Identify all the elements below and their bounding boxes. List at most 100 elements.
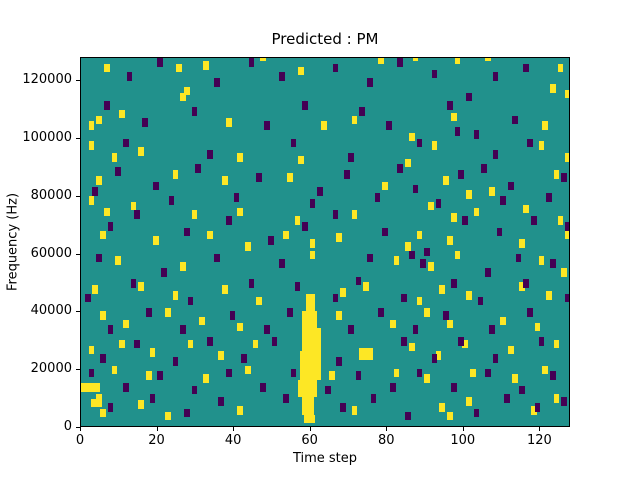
heatmap-cell-low xyxy=(195,164,202,173)
heatmap-cell-low xyxy=(107,325,114,334)
heatmap-cell-low xyxy=(386,121,392,130)
heatmap-cell-high xyxy=(523,204,529,214)
heatmap-cell-high xyxy=(473,207,480,217)
heatmap-cell-high xyxy=(382,181,388,191)
heatmap-cell-high xyxy=(96,175,102,185)
heatmap-cell-high xyxy=(542,365,549,375)
heatmap-cell-low xyxy=(107,403,114,412)
heatmap-cell-high xyxy=(180,262,186,271)
heatmap-cell-high xyxy=(565,89,569,99)
heatmap-cell-low xyxy=(191,106,198,116)
heatmap-cell-high xyxy=(450,112,457,122)
heatmap-cell-high xyxy=(309,250,316,260)
heatmap-cell-high xyxy=(111,365,118,375)
heatmap-cell-high xyxy=(454,58,461,64)
heatmap-cell-high xyxy=(427,262,434,271)
heatmap-cell-low xyxy=(344,170,350,179)
heatmap-cell-high xyxy=(225,118,232,127)
heatmap-cell-high xyxy=(405,242,411,251)
heatmap-blob-high xyxy=(305,293,316,311)
heatmap-cell-low xyxy=(122,382,129,392)
heatmap-cell-low xyxy=(416,138,423,148)
heatmap-cell-high xyxy=(206,230,213,240)
heatmap-cell-high xyxy=(103,207,110,217)
heatmap-cell-low xyxy=(389,382,396,392)
heatmap-cell-high xyxy=(96,115,102,125)
heatmap-cell-low xyxy=(454,127,461,136)
heatmap-cell-low xyxy=(397,164,404,173)
heatmap-cell-high xyxy=(519,239,526,248)
y-tick-label: 40000 xyxy=(30,303,72,319)
heatmap-cell-low xyxy=(294,282,301,291)
heatmap-cell-low xyxy=(408,250,415,260)
heatmap-cell-high xyxy=(191,210,198,219)
heatmap-cell-low xyxy=(302,221,308,231)
heatmap-cell-high xyxy=(180,92,186,102)
heatmap-cell-high xyxy=(546,290,552,300)
heatmap-cell-high xyxy=(176,63,183,73)
heatmap-cell-high xyxy=(439,403,446,412)
heatmap-cell-low xyxy=(145,308,152,317)
heatmap-cell-high xyxy=(424,308,430,317)
heatmap-cell-low xyxy=(183,408,190,418)
heatmap-cell-low xyxy=(431,69,438,79)
heatmap-cell-low xyxy=(496,227,503,237)
heatmap-cell-high xyxy=(237,207,244,217)
heatmap-cell-high xyxy=(553,170,560,179)
heatmap-cell-high xyxy=(454,250,461,260)
heatmap-blob-high xyxy=(300,351,322,380)
heatmap-cell-high xyxy=(119,109,125,119)
heatmap-cell-low xyxy=(462,216,468,225)
y-tick-label: 80000 xyxy=(30,187,72,203)
heatmap-cell-high xyxy=(557,63,564,73)
heatmap-cell-high xyxy=(237,322,244,332)
heatmap-cell-high xyxy=(469,368,476,378)
heatmap-cell-high xyxy=(336,311,343,320)
heatmap-cell-high xyxy=(88,196,95,205)
heatmap-cell-low xyxy=(115,167,122,176)
heatmap-cell-low xyxy=(500,196,507,205)
heatmap-cell-low xyxy=(405,411,411,421)
heatmap-cell-low xyxy=(229,311,236,320)
heatmap-cell-low xyxy=(549,259,556,268)
heatmap-cell-high xyxy=(88,121,95,130)
heatmap-cell-high xyxy=(203,60,209,70)
heatmap-cell-low xyxy=(366,253,373,263)
heatmap-cell-high xyxy=(222,285,228,294)
heatmap-blob-high xyxy=(302,311,318,329)
heatmap-cell-high xyxy=(389,319,396,329)
heatmap-cells xyxy=(81,58,569,426)
heatmap-cell-low xyxy=(336,357,343,366)
heatmap-cell-low xyxy=(443,311,449,320)
heatmap-cell-high xyxy=(321,121,327,130)
heatmap-cell-low xyxy=(561,397,568,406)
heatmap-cell-low xyxy=(149,394,156,403)
heatmap-cell-low xyxy=(412,325,419,334)
heatmap-cell-low xyxy=(485,368,491,378)
heatmap-cell-low xyxy=(397,58,404,67)
heatmap-cell-low xyxy=(142,118,148,127)
heatmap-cell-low xyxy=(401,336,407,346)
heatmap-cell-high xyxy=(466,290,472,300)
heatmap-cell-high xyxy=(309,239,316,248)
heatmap-cell-low xyxy=(523,279,529,288)
heatmap-cell-low xyxy=(191,385,198,395)
heatmap-cell-low xyxy=(286,308,293,317)
heatmap-cell-high xyxy=(427,201,434,211)
heatmap-cell-low xyxy=(549,371,556,380)
heatmap-cell-low xyxy=(92,187,99,196)
heatmap-cell-high xyxy=(553,339,560,349)
heatmap-cell-high xyxy=(549,83,556,93)
heatmap-cell-low xyxy=(157,58,163,67)
heatmap-cell-low xyxy=(271,336,278,346)
heatmap-cell-high xyxy=(203,374,209,383)
heatmap-cell-low xyxy=(473,408,480,418)
heatmap-cell-low xyxy=(168,196,175,205)
heatmap-cell-low xyxy=(561,173,568,182)
heatmap-cell-low xyxy=(504,394,510,403)
heatmap-cell-low xyxy=(370,394,377,403)
x-tick-mark xyxy=(462,427,464,431)
heatmap-cell-high xyxy=(172,290,179,300)
heatmap-cell-high xyxy=(328,371,335,380)
